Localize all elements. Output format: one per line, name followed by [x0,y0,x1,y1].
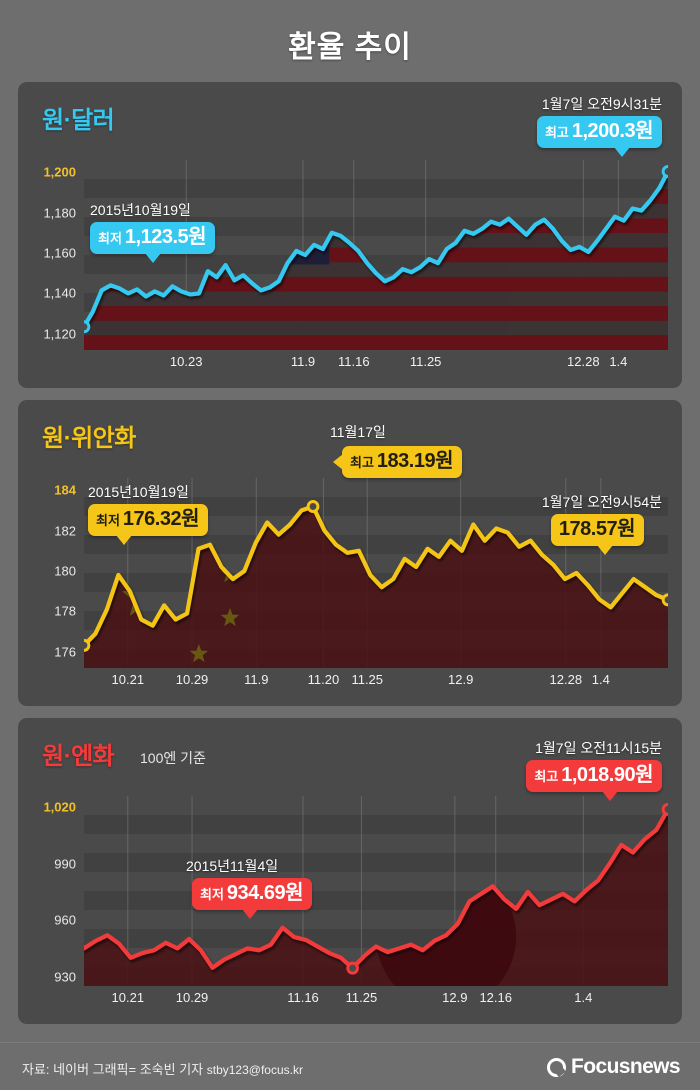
brand-logo: Focusnews [547,1055,681,1079]
footer-email: stby123@focus.kr [206,1063,303,1077]
annotation-min-cny-value: 176.32원 [122,508,200,530]
chart-title-jpy: 원·엔화 [42,743,115,770]
page-title: 환율 추이 [288,31,412,64]
plot-area-usd [84,160,668,350]
annotation-min-jpy-value: 934.69원 [226,882,304,904]
brand-name: Focusnews [571,1055,681,1078]
x-tick-usd: 10.23 [169,354,203,369]
x-tick-cny: 1.4 [591,672,610,687]
annotation-min-usd-tag: 최저 [98,231,122,246]
x-axis-cny: 10.21 10.29 11.9 11.20 11.25 12.9 12.28 1.4 [84,672,668,694]
x-tick-cny: 11.20 [307,672,340,687]
y-tick-jpy: 930 [54,969,76,985]
chart-subtitle-jpy: 100엔 기준 [140,750,206,766]
annotation-min-usd-value: 1,123.5원 [124,226,207,248]
y-tick-jpy: 1,020 [43,799,76,815]
chart-panel-jpy: 원·엔화 100엔 기준 1,020 990 960 930 10.21 10.29 11… [18,718,682,1024]
series-usd [84,160,668,350]
y-axis-jpy: 1,020 990 960 930 [18,796,80,986]
x-tick-usd: 12.28 [567,354,600,369]
annotation-date-usd-max: 1월7일 오전9시31분 [541,96,662,112]
annotation-date-cny-min: 2015년10월19일 [88,484,189,500]
chart-panel-cny: 원·위안화 184 182 180 178 176 10.21 10.29 11.9 11.2… [18,400,682,706]
y-tick-jpy: 990 [54,856,76,872]
annotation-last-cny: 178.57원 [550,514,644,555]
annotation-min-jpy: 최저 934.69원 [192,878,312,919]
footer: 자료: 네이버 그래픽= 조숙빈 기자 stby123@focus.kr Foc… [0,1042,700,1090]
y-axis-usd: 1,200 1,180 1,160 1,140 1,120 [18,160,80,350]
annotation-max-jpy-tag: 최고 [534,769,559,784]
annotation-last-cny-value: 178.57원 [558,518,636,540]
chart-title-cny: 원·위안화 [42,425,136,452]
focus-logo-icon [547,1057,567,1077]
annotation-date-jpy-max: 1월7일 오전11시15분 [535,740,662,756]
y-tick-cny: 176 [54,644,76,660]
x-tick-usd: 11.9 [290,354,316,369]
y-tick-cny: 182 [54,523,76,539]
y-tick-usd: 1,160 [43,245,76,261]
annotation-max-jpy-value: 1,018.90원 [561,764,653,786]
annotation-min-jpy-tag: 최저 [200,887,224,902]
footer-source-text: 자료: 네이버 그래픽= 조숙빈 기자 [22,1062,207,1077]
x-tick-jpy: 11.16 [287,990,319,1005]
x-tick-cny: 11.25 [351,672,384,687]
x-tick-cny: 12.9 [448,672,474,687]
y-tick-usd: 1,140 [43,285,76,301]
annotation-max-cny: 최고 183.19원 [333,446,462,478]
x-axis-usd: 10.23 11.9 11.16 11.25 12.28 1.4 [84,354,668,376]
x-tick-usd: 11.25 [409,354,442,369]
y-axis-cny: 184 182 180 178 176 [18,478,80,668]
y-tick-cny: 180 [54,563,76,579]
annotation-date-cny-last: 1월7일 오전9시54분 [541,494,662,510]
annotation-min-cny-tag: 최저 [96,513,120,528]
annotation-min-usd: 최저 1,123.5원 [90,222,216,263]
y-tick-usd: 1,200 [43,164,76,180]
x-tick-jpy: 10.21 [111,990,145,1005]
x-tick-jpy: 11.25 [345,990,378,1005]
chart-title-usd: 원·달러 [42,107,115,134]
annotation-max-usd: 최고 1,200.3원 [536,116,662,157]
y-tick-usd: 1,180 [43,205,76,221]
y-tick-cny: 184 [54,482,76,498]
annotation-max-usd-tag: 최고 [544,125,569,140]
x-tick-cny: 10.21 [111,672,145,687]
annotation-min-cny: 최저 176.32원 [88,504,208,545]
footer-source: 자료: 네이버 그래픽= 조숙빈 기자 stby123@focus.kr [22,1059,303,1078]
chart-panel-usd: 원·달러 1,200 1,180 1,160 1,140 1,120 10.23 11.9… [18,82,682,388]
x-tick-cny: 12.28 [549,672,583,687]
annotation-max-cny-value: 183.19원 [376,450,454,472]
series-jpy [84,796,668,986]
x-axis-jpy: 10.21 10.29 11.16 11.25 12.9 12.16 1.4 [84,990,668,1012]
plot-area-cny [84,478,668,668]
x-tick-usd: 11.16 [338,354,370,369]
y-tick-cny: 178 [54,603,76,619]
x-tick-cny: 10.29 [175,672,209,687]
x-tick-cny: 11.9 [244,672,269,687]
annotation-max-jpy: 최고 1,018.90원 [526,760,662,801]
x-tick-jpy: 10.29 [175,990,209,1005]
y-tick-usd: 1,120 [43,326,76,342]
x-tick-jpy: 1.4 [574,990,593,1005]
annotation-date-cny-max: 11월17일 [330,424,386,440]
plot-area-jpy [84,796,668,986]
y-tick-jpy: 960 [54,912,76,928]
x-tick-usd: 1.4 [609,354,628,369]
annotation-date-usd-min: 2015년10월19일 [90,202,191,218]
annotation-max-usd-value: 1,200.3원 [571,120,654,142]
annotation-date-jpy-min: 2015년11월4일 [186,858,279,874]
x-tick-jpy: 12.16 [479,990,512,1005]
annotation-max-cny-tag: 최고 [350,455,374,470]
x-tick-jpy: 12.9 [442,990,468,1005]
